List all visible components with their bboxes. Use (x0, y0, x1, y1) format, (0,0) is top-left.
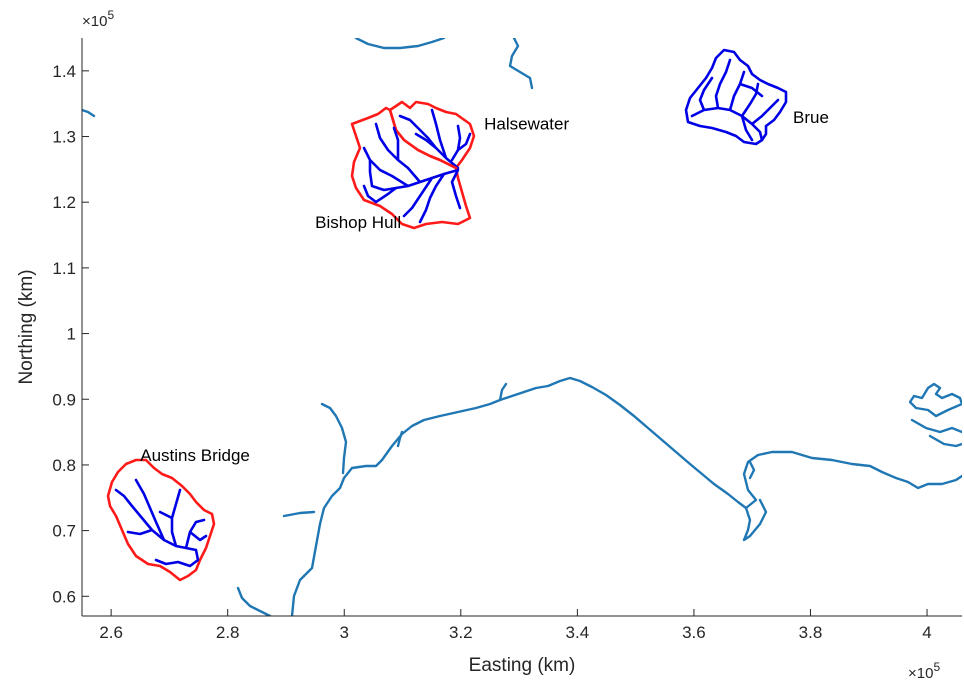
x-exponent-label: ×105 (908, 660, 940, 682)
y-exponent-base: ×10 (82, 13, 107, 30)
y-tick-label: 1.3 (52, 128, 76, 147)
catchment-label-brue: Brue (793, 108, 829, 127)
axes-frame (81, 38, 962, 617)
bishop-hull-boundary (350, 106, 472, 230)
catchment-brue (684, 48, 788, 146)
y-axis-ticks: 0.6 0.7 0.8 0.9 1 1.1 1.2 1.3 1.4 (52, 62, 89, 606)
coastal-inlet-1 (396, 430, 404, 448)
catchment-austins-bridge (106, 458, 216, 582)
estuary-east (908, 382, 962, 448)
svg-text:×105: ×105 (908, 660, 940, 682)
y-tick-label: 1.4 (52, 62, 76, 81)
parrett-estuary (320, 402, 348, 475)
y-tick-label: 1.1 (52, 259, 76, 278)
x-exponent-base: ×10 (908, 665, 933, 682)
main-coastline (290, 376, 962, 616)
coastal-spur (748, 460, 756, 480)
y-tick-label: 0.7 (52, 522, 76, 541)
svg-text:×105: ×105 (82, 8, 114, 30)
x-tick-label: 3.4 (566, 623, 590, 642)
bishop-hull-rivers (362, 122, 462, 224)
y-tick-label: 1 (67, 325, 76, 344)
map-area (82, 38, 962, 616)
y-tick-label: 0.8 (52, 456, 76, 475)
river-top-center (508, 38, 534, 90)
halsewater-rivers (398, 108, 472, 170)
y-exponent-power: 5 (107, 8, 114, 22)
brue-outline (684, 48, 788, 146)
austins-bridge-boundary (106, 458, 216, 582)
x-exponent-power: 5 (933, 660, 940, 674)
catchment-bishop-hull (350, 106, 472, 230)
brue-rivers (690, 58, 780, 142)
austins-bridge-rivers (114, 478, 208, 568)
coastline (82, 38, 962, 616)
x-axis-title: Easting (km) (469, 655, 576, 676)
x-tick-label: 2.6 (99, 623, 123, 642)
river-top-left (354, 38, 446, 50)
x-tick-label: 4 (922, 623, 931, 642)
x-tick-label: 3.2 (449, 623, 473, 642)
river-fragment-bottom (236, 586, 272, 616)
coastal-inlet-2 (498, 382, 508, 402)
peninsula-spit (742, 498, 768, 542)
y-exponent-label: ×105 (82, 8, 114, 30)
catchment-label-austins-bridge: Austins Bridge (140, 446, 250, 465)
channel-segment (282, 510, 316, 518)
y-tick-label: 0.9 (52, 390, 76, 409)
x-tick-label: 3 (340, 623, 349, 642)
x-tick-label: 3.8 (799, 623, 823, 642)
catchment-label-halsewater: Halsewater (484, 114, 569, 133)
y-axis-title: Northing (km) (16, 269, 37, 384)
x-tick-label: 2.8 (216, 623, 240, 642)
catchment-label-bishop-hull: Bishop Hull (315, 213, 401, 232)
river-top-far-left (82, 108, 96, 118)
x-tick-label: 3.6 (682, 623, 706, 642)
y-tick-label: 0.6 (52, 587, 76, 606)
x-axis-ticks: 2.6 2.8 3 3.2 3.4 3.6 3.8 4 (99, 609, 932, 642)
y-tick-label: 1.2 (52, 193, 76, 212)
catchment-labels: Halsewater Bishop Hull Brue Austins Bridge (140, 108, 829, 465)
